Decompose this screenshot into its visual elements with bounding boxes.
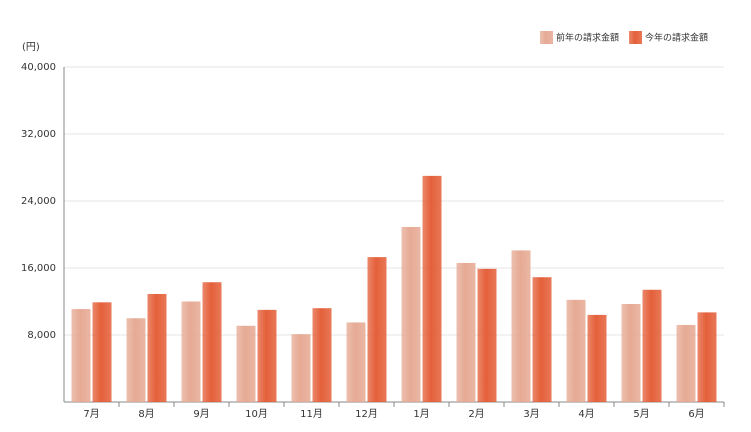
x-tick-label: 1月 (413, 408, 429, 420)
x-tick-label: 3月 (523, 408, 539, 420)
y-tick-label: 8,000 (27, 330, 56, 341)
bar (147, 293, 167, 402)
x-tick-label: 6月 (688, 408, 704, 420)
bar (346, 322, 366, 402)
bar (126, 318, 146, 402)
bar (621, 304, 641, 402)
x-tick-label: 4月 (578, 408, 594, 420)
bar (236, 325, 256, 402)
legend-label: 前年の請求金額 (556, 32, 619, 44)
bar (587, 314, 607, 402)
x-tick-label: 7月 (83, 408, 99, 420)
bar (257, 309, 277, 402)
legend: 前年の請求金額 今年の請求金額 (540, 31, 708, 44)
bar (642, 289, 662, 402)
y-tick-label: 24,000 (21, 196, 56, 207)
legend-swatch (540, 31, 553, 44)
x-tick-label: 11月 (300, 408, 323, 420)
bar (312, 308, 332, 402)
x-tick-label: 12月 (355, 408, 378, 420)
bar (202, 282, 222, 402)
legend-label: 今年の請求金額 (645, 32, 708, 44)
x-tick-label: 10月 (245, 408, 268, 420)
x-tick-label: 8月 (138, 408, 154, 420)
x-tick-label: 5月 (633, 408, 649, 420)
x-tick-label: 2月 (468, 408, 484, 420)
bar (697, 312, 717, 402)
bar (401, 226, 421, 402)
bar (291, 334, 311, 402)
bar (181, 301, 201, 402)
bar (92, 302, 112, 402)
y-tick-label: 40,000 (21, 62, 56, 73)
legend-swatch (629, 31, 643, 44)
bar (422, 175, 442, 402)
y-tick-label: 32,000 (21, 129, 56, 140)
y-tick-label: 16,000 (21, 263, 56, 274)
x-tick-label: 9月 (193, 408, 209, 420)
bar (477, 268, 497, 402)
bar (532, 277, 552, 402)
bar (71, 309, 91, 402)
bar (511, 250, 531, 402)
bar (367, 257, 387, 402)
bar (566, 299, 586, 402)
bar (456, 262, 476, 402)
y-axis-label: (円) (22, 42, 40, 53)
bar (676, 324, 696, 402)
